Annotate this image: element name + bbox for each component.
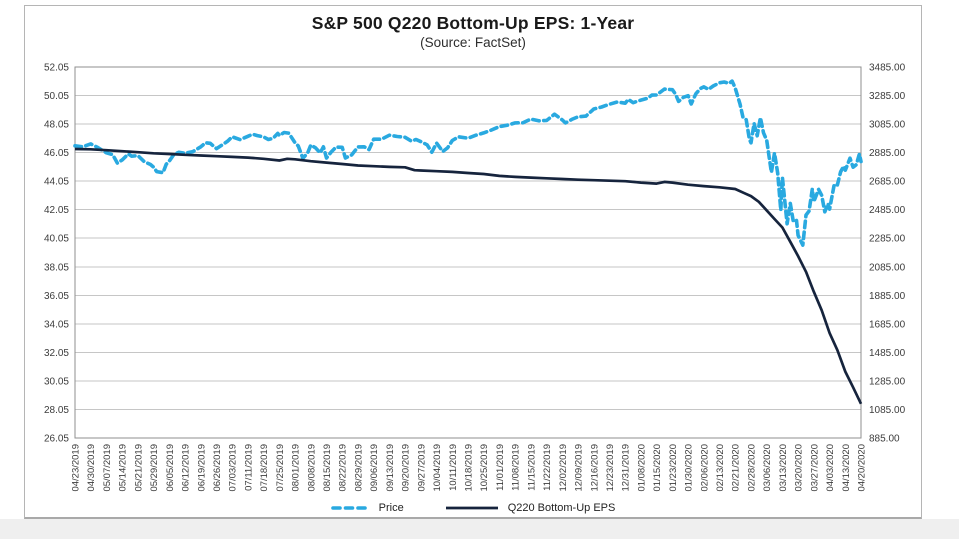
y-axis-left-tick: 38.05 (44, 262, 69, 273)
x-axis-tick: 11/15/2019 (526, 444, 537, 491)
x-axis-tick: 03/06/2020 (762, 444, 773, 492)
y-axis-left-tick: 46.05 (44, 148, 69, 159)
y-axis-right-tick: 2885.00 (869, 148, 906, 159)
x-axis-tick: 08/22/2019 (338, 444, 349, 492)
y-axis-left-tick: 50.05 (44, 91, 69, 102)
y-axis-right-tick: 1885.00 (869, 291, 906, 302)
x-axis-tick: 08/15/2019 (322, 444, 333, 492)
y-axis-left-tick: 28.05 (44, 405, 69, 416)
page-background-strip (0, 519, 959, 539)
x-axis-tick: 04/03/2020 (825, 444, 836, 492)
legend: Price Q220 Bottom-Up EPS (25, 502, 921, 514)
x-axis-tick: 12/23/2019 (605, 444, 616, 492)
x-axis-tick: 09/13/2019 (385, 444, 396, 492)
x-axis-tick: 07/18/2019 (259, 444, 270, 492)
x-axis-tick: 08/08/2019 (306, 444, 317, 492)
price-dashed-line-icon (330, 506, 371, 510)
y-axis-right-tick: 1485.00 (869, 348, 906, 359)
plot-area: 52.05 3485.00 50.05 3285.00 48.05 3085.00 46.0… (44, 63, 906, 492)
y-axis-left-tick: 52.05 (44, 63, 69, 74)
y-axis-left-tick: 32.05 (44, 348, 69, 359)
y-axis-left-tick: 48.05 (44, 120, 69, 131)
y-axis-left-tick: 40.05 (44, 234, 69, 245)
y-axis-left-tick: 30.05 (44, 376, 69, 387)
y-axis-right-tick: 2485.00 (869, 205, 906, 216)
x-axis-tick: 06/19/2019 (196, 444, 207, 492)
x-axis-tick: 09/20/2019 (401, 444, 412, 492)
x-axis-tick: 07/03/2019 (228, 444, 239, 492)
x-axis-tick: 11/08/2019 (511, 444, 522, 491)
y-axis-left-tick: 42.05 (44, 205, 69, 216)
x-axis-tick: 04/23/2019 (71, 444, 82, 492)
y-axis-right-tick: 1685.00 (869, 319, 906, 330)
x-axis-tick: 04/30/2019 (86, 444, 97, 492)
x-axis-tick: 05/07/2019 (102, 444, 113, 492)
x-axis-tick: 08/29/2019 (353, 444, 364, 492)
y-axis-right-tick: 1085.00 (869, 405, 906, 416)
x-axis-tick: 07/25/2019 (275, 444, 286, 492)
x-axis-tick: 05/21/2019 (133, 444, 144, 492)
x-axis-tick: 12/02/2019 (558, 444, 569, 492)
x-axis-tick: 02/21/2020 (731, 444, 742, 492)
x-axis-tick: 03/13/2020 (778, 444, 789, 492)
legend-item-eps: Q220 Bottom-Up EPS (444, 502, 616, 514)
x-axis-tick: 10/11/2019 (448, 444, 459, 491)
y-axis-left-tick: 44.05 (44, 177, 69, 188)
x-axis-tick: 01/23/2020 (668, 444, 679, 492)
x-axis-tick: 10/04/2019 (432, 444, 443, 492)
x-axis-tick: 02/28/2020 (746, 444, 757, 492)
legend-label-eps: Q220 Bottom-Up EPS (507, 502, 616, 514)
x-axis-tick: 05/14/2019 (118, 444, 129, 492)
x-axis-tick: 06/05/2019 (165, 444, 176, 492)
x-axis-tick: 01/15/2020 (652, 444, 663, 492)
y-axis-right-tick: 3485.00 (869, 63, 906, 74)
x-axis-tick: 06/12/2019 (181, 444, 192, 492)
x-axis-tick: 01/30/2020 (684, 444, 695, 492)
series-line-eps (74, 147, 863, 405)
x-axis-tick: 04/13/2020 (841, 444, 852, 492)
x-axis-tick: 06/26/2019 (212, 444, 223, 492)
eps-solid-line-icon (445, 506, 498, 510)
x-axis-tick: 05/29/2019 (149, 444, 160, 492)
y-axis-right-tick: 3085.00 (869, 120, 906, 131)
legend-item-price: Price (330, 502, 404, 514)
y-axis-right-tick: 2085.00 (869, 262, 906, 273)
x-axis-tick: 12/09/2019 (574, 444, 585, 492)
x-axis-tick: 08/01/2019 (291, 444, 302, 492)
x-axis-tick: 02/13/2020 (715, 444, 726, 492)
x-axis-tick: 09/27/2019 (416, 444, 427, 492)
plot-frame (74, 66, 862, 439)
y-axis-right-tick: 2285.00 (869, 234, 906, 245)
y-axis-right-tick: 1285.00 (869, 376, 906, 387)
x-axis-tick: 03/27/2020 (809, 444, 820, 492)
y-axis-left-tick: 36.05 (44, 291, 69, 302)
series-line-price (73, 79, 863, 247)
x-axis-tick: 10/25/2019 (479, 444, 490, 492)
x-axis-tick: 12/31/2019 (621, 444, 632, 492)
legend-label-price: Price (378, 502, 404, 514)
x-axis-tick: 10/18/2019 (464, 444, 475, 492)
chart-subtitle: (Source: FactSet) (420, 35, 526, 50)
y-axis-right-tick: 2685.00 (869, 177, 906, 188)
x-axis-tick: 01/08/2020 (636, 444, 647, 492)
y-axis-left-tick: 26.05 (44, 434, 69, 445)
y-axis-right-tick: 885.00 (869, 434, 900, 445)
x-axis-tick: 12/16/2019 (589, 444, 600, 492)
x-axis-tick: 02/06/2020 (699, 444, 710, 492)
chart-title: S&P 500 Q220 Bottom-Up EPS: 1-Year (311, 13, 635, 33)
x-axis-tick: 11/22/2019 (542, 444, 553, 491)
y-axis-right-tick: 3285.00 (869, 91, 906, 102)
y-axis-left-tick: 34.05 (44, 319, 69, 330)
x-axis-tick: 07/11/2019 (243, 444, 254, 491)
x-axis-tick: 04/20/2020 (857, 444, 868, 492)
x-axis-tick: 11/01/2019 (495, 444, 506, 491)
x-axis-tick: 09/06/2019 (369, 444, 380, 492)
chart-card: S&P 500 Q220 Bottom-Up EPS: 1-Year (Sour… (24, 5, 922, 520)
x-axis-tick: 03/20/2020 (794, 444, 805, 492)
